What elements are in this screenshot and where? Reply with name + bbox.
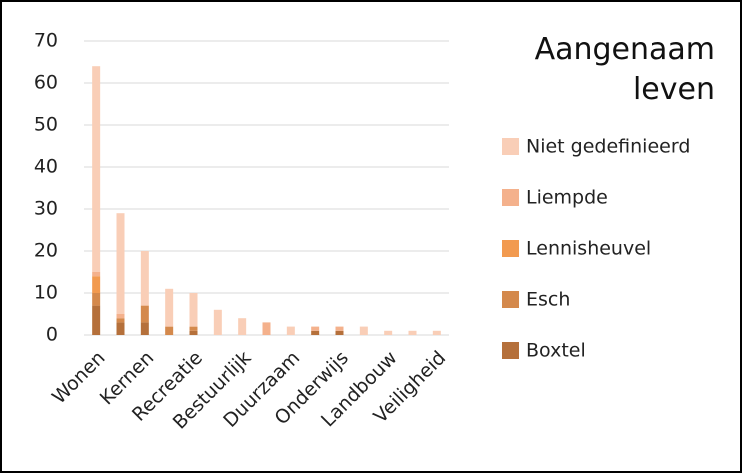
bar-segment bbox=[116, 322, 125, 335]
y-tick-label: 60 bbox=[34, 72, 58, 94]
legend-label: Lennisheuvel bbox=[526, 238, 651, 260]
legend-label: Esch bbox=[526, 289, 570, 311]
bar-segment bbox=[140, 322, 149, 335]
legend-label: Niet gedefinieerd bbox=[526, 136, 690, 158]
bar-segment bbox=[92, 293, 101, 306]
bar-segment bbox=[92, 276, 101, 293]
bar-segment bbox=[189, 293, 198, 327]
bar-segment bbox=[92, 272, 101, 277]
bar-segment bbox=[116, 318, 125, 323]
bar-segment bbox=[384, 330, 393, 335]
bar-segment bbox=[165, 288, 174, 327]
bar-segment bbox=[92, 305, 101, 335]
legend-label: Boxtel bbox=[526, 340, 586, 362]
y-tick-label: 40 bbox=[34, 156, 58, 178]
bar-segment bbox=[165, 326, 174, 335]
bar-segment bbox=[189, 330, 198, 335]
legend-swatch bbox=[502, 240, 519, 257]
y-tick-label: 50 bbox=[34, 114, 58, 136]
y-tick-label: 20 bbox=[34, 240, 58, 262]
y-tick-label: 10 bbox=[34, 282, 58, 304]
bar-segment bbox=[140, 305, 149, 323]
bar-segment bbox=[311, 326, 320, 331]
bar-segment bbox=[116, 213, 125, 314]
bar-segment bbox=[311, 330, 320, 335]
bar-segment bbox=[238, 318, 247, 335]
bar-segment bbox=[286, 326, 295, 335]
bar-segment bbox=[335, 326, 344, 331]
bar-segment bbox=[359, 326, 368, 335]
legend-swatch bbox=[502, 189, 519, 206]
bar-segment bbox=[335, 330, 344, 335]
chart-title: Aangenaam leven bbox=[534, 32, 715, 107]
bar-segment bbox=[432, 330, 441, 335]
legend-swatch bbox=[502, 138, 519, 155]
bar-segment bbox=[189, 326, 198, 331]
legend-swatch bbox=[502, 342, 519, 359]
y-tick-label: 30 bbox=[34, 198, 58, 220]
legend-label: Liempde bbox=[526, 187, 608, 209]
legend-swatch bbox=[502, 291, 519, 308]
y-tick-label: 0 bbox=[46, 324, 58, 346]
y-tick-label: 70 bbox=[34, 30, 58, 52]
bar-segment bbox=[213, 309, 222, 335]
bar-segment bbox=[408, 330, 417, 335]
bar-segment bbox=[92, 66, 101, 272]
bar-segment bbox=[116, 314, 125, 319]
bar-segment bbox=[262, 322, 271, 335]
bar-segment bbox=[140, 251, 149, 306]
